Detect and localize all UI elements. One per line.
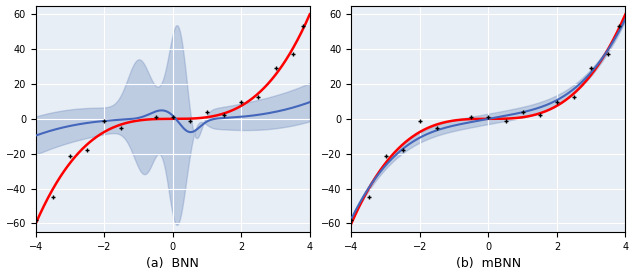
Point bbox=[534, 113, 545, 118]
Point bbox=[552, 99, 562, 104]
Point bbox=[236, 99, 247, 104]
Point bbox=[466, 115, 476, 119]
Point bbox=[586, 66, 596, 70]
Point bbox=[151, 115, 161, 119]
Point bbox=[614, 24, 624, 29]
Point bbox=[202, 110, 212, 114]
Point bbox=[116, 126, 126, 130]
Point bbox=[254, 95, 264, 99]
Point bbox=[168, 115, 178, 120]
Point bbox=[398, 148, 408, 152]
Point bbox=[288, 52, 298, 57]
Point bbox=[271, 66, 281, 70]
Point bbox=[219, 113, 230, 118]
Point bbox=[380, 154, 391, 158]
Point bbox=[500, 119, 510, 124]
Point bbox=[82, 148, 92, 152]
Point bbox=[517, 110, 527, 114]
Point bbox=[363, 195, 373, 200]
Point bbox=[30, 218, 41, 222]
Point bbox=[483, 115, 493, 120]
Point bbox=[48, 195, 58, 200]
X-axis label: (b)  mBNN: (b) mBNN bbox=[456, 258, 521, 270]
Point bbox=[298, 24, 308, 29]
X-axis label: (a)  BNN: (a) BNN bbox=[146, 258, 199, 270]
Point bbox=[65, 154, 75, 158]
Point bbox=[99, 119, 109, 124]
Point bbox=[603, 52, 613, 57]
Point bbox=[569, 95, 579, 99]
Point bbox=[346, 218, 356, 222]
Point bbox=[185, 119, 195, 124]
Point bbox=[415, 119, 425, 124]
Point bbox=[432, 126, 442, 130]
